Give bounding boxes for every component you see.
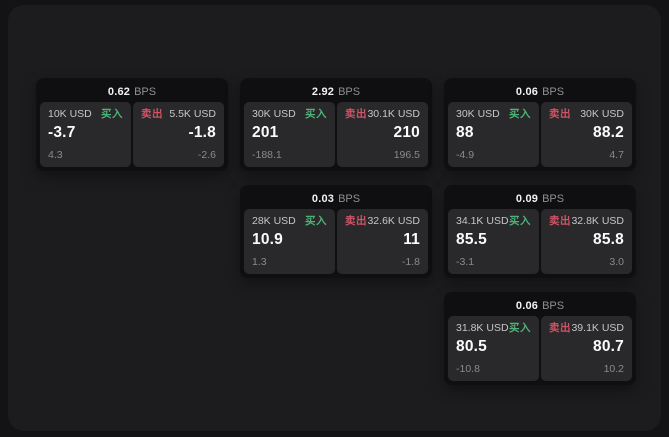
sell-quote-tile[interactable]: 卖出 30.1K USD 210 196.5 — [337, 102, 428, 167]
buy-delta: 4.3 — [48, 149, 63, 162]
buy-delta: 1.3 — [252, 256, 267, 269]
sell-quote-tile[interactable]: 卖出 32.6K USD 11 -1.8 — [337, 209, 428, 274]
spread-value: 0.62 — [107, 85, 131, 98]
buy-side-label: 买入 — [509, 215, 531, 227]
buy-size: 31.8K USD — [456, 322, 509, 334]
quote-card: 0.62 BPS 10K USD 买入 -3.7 4.3 卖出 5.5K USD — [36, 78, 228, 171]
sell-price: 85.8 — [593, 230, 624, 248]
sell-delta: -1.8 — [401, 256, 420, 269]
buy-price: -3.7 — [48, 123, 76, 141]
buy-delta: -3.1 — [456, 256, 475, 269]
spread-value: 0.09 — [515, 192, 539, 205]
sell-size: 39.1K USD — [571, 322, 624, 334]
buy-side-label: 买入 — [101, 108, 123, 120]
buy-price: 201 — [252, 123, 279, 141]
quote-card: 0.09 BPS 34.1K USD 买入 85.5 -3.1 卖出 32.8K… — [444, 185, 636, 278]
spread-unit: BPS — [338, 192, 361, 205]
buy-price: 80.5 — [456, 337, 487, 355]
spread-value: 2.92 — [311, 85, 335, 98]
card-header: 2.92 BPS — [244, 81, 428, 102]
buy-size: 10K USD — [48, 108, 92, 120]
sell-side-label: 卖出 — [345, 215, 367, 227]
sell-size: 32.8K USD — [571, 215, 624, 227]
buy-size: 30K USD — [456, 108, 500, 120]
sell-quote-tile[interactable]: 卖出 5.5K USD -1.8 -2.6 — [133, 102, 224, 167]
sell-side-label: 卖出 — [141, 108, 163, 120]
sell-side-label: 卖出 — [549, 108, 571, 120]
sell-side-label: 卖出 — [345, 108, 367, 120]
spread-value: 0.06 — [515, 85, 539, 98]
buy-price: 10.9 — [252, 230, 283, 248]
sell-side-label: 卖出 — [549, 215, 571, 227]
main-panel: 0.62 BPS 10K USD 买入 -3.7 4.3 卖出 5.5K USD — [8, 5, 661, 431]
sell-side-label: 卖出 — [549, 322, 571, 334]
quote-card: 0.03 BPS 28K USD 买入 10.9 1.3 卖出 32.6K US… — [240, 185, 432, 278]
spread-unit: BPS — [134, 85, 157, 98]
quote-card: 0.06 BPS 30K USD 买入 88 -4.9 卖出 30K USD — [444, 78, 636, 171]
sell-delta: -2.6 — [197, 149, 216, 162]
buy-quote-tile[interactable]: 34.1K USD 买入 85.5 -3.1 — [448, 209, 539, 274]
sell-size: 30K USD — [580, 108, 624, 120]
buy-side-label: 买入 — [305, 108, 327, 120]
sell-price: 210 — [393, 123, 420, 141]
spread-unit: BPS — [338, 85, 361, 98]
spread-unit: BPS — [542, 85, 565, 98]
buy-size: 34.1K USD — [456, 215, 509, 227]
sell-price: 88.2 — [593, 123, 624, 141]
buy-side-label: 买入 — [305, 215, 327, 227]
sell-price: 11 — [403, 230, 420, 248]
quote-card: 2.92 BPS 30K USD 买入 201 -188.1 卖出 30.1K … — [240, 78, 432, 171]
buy-size: 30K USD — [252, 108, 296, 120]
buy-delta: -4.9 — [456, 149, 475, 162]
sell-delta: 196.5 — [393, 149, 420, 162]
spread-value: 0.03 — [311, 192, 335, 205]
spread-value: 0.06 — [515, 299, 539, 312]
card-header: 0.09 BPS — [448, 188, 632, 209]
buy-quote-tile[interactable]: 31.8K USD 买入 80.5 -10.8 — [448, 316, 539, 381]
buy-price: 88 — [456, 123, 474, 141]
sell-price: 80.7 — [593, 337, 624, 355]
buy-quote-tile[interactable]: 10K USD 买入 -3.7 4.3 — [40, 102, 131, 167]
spread-unit: BPS — [542, 299, 565, 312]
buy-quote-tile[interactable]: 30K USD 买入 201 -188.1 — [244, 102, 335, 167]
sell-delta: 4.7 — [609, 149, 624, 162]
buy-price: 85.5 — [456, 230, 487, 248]
card-header: 0.06 BPS — [448, 295, 632, 316]
buy-quote-tile[interactable]: 28K USD 买入 10.9 1.3 — [244, 209, 335, 274]
spread-unit: BPS — [542, 192, 565, 205]
sell-delta: 10.2 — [603, 363, 624, 376]
buy-side-label: 买入 — [509, 322, 531, 334]
card-header: 0.06 BPS — [448, 81, 632, 102]
sell-quote-tile[interactable]: 卖出 32.8K USD 85.8 3.0 — [541, 209, 632, 274]
sell-size: 32.6K USD — [367, 215, 420, 227]
card-header: 0.03 BPS — [244, 188, 428, 209]
sell-quote-tile[interactable]: 卖出 39.1K USD 80.7 10.2 — [541, 316, 632, 381]
sell-quote-tile[interactable]: 卖出 30K USD 88.2 4.7 — [541, 102, 632, 167]
buy-side-label: 买入 — [509, 108, 531, 120]
quote-card-grid: 0.62 BPS 10K USD 买入 -3.7 4.3 卖出 5.5K USD — [36, 78, 636, 385]
buy-delta: -188.1 — [252, 149, 282, 162]
sell-price: -1.8 — [188, 123, 216, 141]
buy-quote-tile[interactable]: 30K USD 买入 88 -4.9 — [448, 102, 539, 167]
sell-delta: 3.0 — [609, 256, 624, 269]
buy-size: 28K USD — [252, 215, 296, 227]
sell-size: 5.5K USD — [169, 108, 216, 120]
sell-size: 30.1K USD — [367, 108, 420, 120]
card-header: 0.62 BPS — [40, 81, 224, 102]
quote-card: 0.06 BPS 31.8K USD 买入 80.5 -10.8 卖出 39.1… — [444, 292, 636, 385]
buy-delta: -10.8 — [456, 363, 480, 376]
